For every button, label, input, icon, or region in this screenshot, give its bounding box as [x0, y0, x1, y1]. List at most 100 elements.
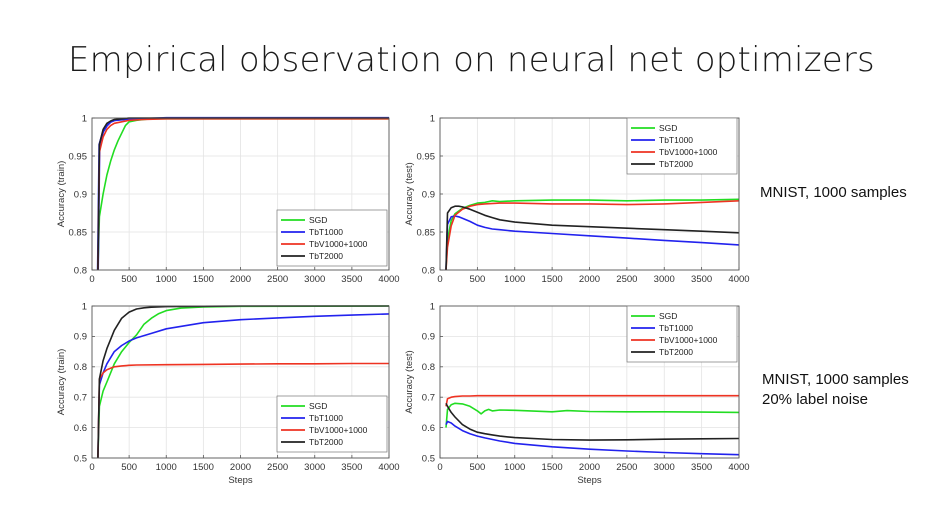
chart-p3-xtick-label-7: 3500 — [341, 462, 362, 473]
chart-p2-xtick-label-5: 2500 — [616, 274, 637, 285]
chart-p1-legend-label-tbt1000: TbT1000 — [309, 227, 343, 237]
chart-p3-xtick-label-8: 4000 — [378, 462, 399, 473]
chart-p4-series-tbt2000 — [445, 402, 740, 441]
chart-p2-xtick-label-6: 3000 — [654, 274, 675, 285]
chart-p3-legend-label-tbt1000: TbT1000 — [309, 413, 343, 423]
chart-p2-xtick-label-8: 4000 — [728, 274, 749, 285]
chart-p3-legend: SGD TbT1000 TbV1000+1000 TbT2000 — [276, 395, 388, 453]
chart-p3-xtick-label-2: 1000 — [156, 462, 177, 473]
chart-p4-series-tbt1000 — [445, 420, 740, 456]
chart-p1-ylabel: Accuracy (train) — [56, 161, 67, 228]
chart-p4-ytick-label-4: 0.9 — [422, 332, 435, 343]
chart-p3-legend-label-tbv1000-1000: TbV1000+1000 — [309, 425, 368, 435]
chart-p4-series-tbv1000-1000 — [445, 394, 739, 407]
chart-p3-series-tbv1000-1000 — [97, 362, 389, 459]
chart-p3-ytick-label-1: 0.6 — [74, 423, 87, 434]
chart-p2-xtick-label-2: 1000 — [504, 274, 525, 285]
slide-title: Empirical observation on neural net opti… — [68, 40, 875, 80]
chart-p1-legend: SGD TbT1000 TbV1000+1000 TbT2000 — [276, 209, 388, 267]
chart-p4-ytick-label-2: 0.7 — [422, 393, 435, 404]
chart-p1-xtick-label-1: 500 — [121, 274, 137, 285]
chart-p1-ytick-label-1: 0.85 — [69, 227, 88, 238]
chart-p2-legend-label-sgd: SGD — [659, 123, 677, 133]
chart-p2-ytick-label-2: 0.9 — [422, 189, 435, 200]
chart-p2-ylabel: Accuracy (test) — [404, 162, 415, 225]
chart-p4-ytick-label-1: 0.6 — [422, 423, 435, 434]
chart-p4-xlabel: Steps — [577, 475, 602, 486]
chart-p1-ytick-label-2: 0.9 — [74, 189, 87, 200]
chart-p1-series-tbv1000-1000 — [97, 118, 389, 271]
chart-p2-legend: SGD TbT1000 TbV1000+1000 TbT2000 — [626, 117, 738, 175]
chart-p4-xtick-label-0: 0 — [437, 462, 442, 473]
chart-p2-legend-label-tbt1000: TbT1000 — [659, 135, 693, 145]
chart-test-accuracy-clean: 0 500 1000 1500 2000 2500 3000 3500 4000 0.8 0.85 0… — [404, 113, 750, 285]
chart-p4-xtick-label-8: 4000 — [728, 462, 749, 473]
chart-p1-xtick-label-5: 2500 — [267, 274, 288, 285]
chart-p3-xtick-label-5: 2500 — [267, 462, 288, 473]
chart-p4-xtick-label-7: 3500 — [691, 462, 712, 473]
chart-p2-series-tbt2000 — [445, 205, 740, 271]
chart-p1-legend-label-sgd: SGD — [309, 215, 327, 225]
chart-p4-legend-label-tbv1000-1000: TbV1000+1000 — [659, 335, 718, 345]
chart-p1-xtick-label-8: 4000 — [378, 274, 399, 285]
chart-p1-legend-label-tbv1000-1000: TbV1000+1000 — [309, 239, 368, 249]
chart-p4-ytick-label-0: 0.5 — [422, 453, 435, 464]
chart-p2-legend-label-tbv1000-1000: TbV1000+1000 — [659, 147, 718, 157]
chart-p3-legend-label-sgd: SGD — [309, 401, 327, 411]
chart-p4-xtick-label-1: 500 — [469, 462, 485, 473]
chart-p4-xtick-label-6: 3000 — [654, 462, 675, 473]
chart-p3-series-sgd — [97, 305, 390, 459]
chart-p1-xtick-label-6: 3000 — [304, 274, 325, 285]
chart-p2-xtick-label-7: 3500 — [691, 274, 712, 285]
chart-p4-xtick-label-3: 1500 — [542, 462, 563, 473]
chart-p2-xtick-label-1: 500 — [469, 274, 485, 285]
chart-p4-ytick-label-5: 1 — [430, 301, 435, 312]
chart-p1-xtick-label-2: 1000 — [156, 274, 177, 285]
chart-p3-xtick-label-6: 3000 — [304, 462, 325, 473]
chart-p4-legend-label-tbt2000: TbT2000 — [659, 347, 693, 357]
chart-p2-xtick-label-4: 2000 — [579, 274, 600, 285]
chart-p3-legend-label-tbt2000: TbT2000 — [309, 437, 343, 447]
chart-p4-xtick-label-5: 2500 — [616, 462, 637, 473]
chart-p3-xtick-label-4: 2000 — [230, 462, 251, 473]
chart-p3-ytick-label-3: 0.8 — [74, 362, 87, 373]
chart-p1-ytick-label-3: 0.95 — [69, 151, 88, 162]
chart-test-accuracy-label-noise: 0 500 1000 1500 2000 2500 3000 3500 4000 0.5 0.6 0.… — [404, 301, 750, 486]
chart-p2-series-tbv1000-1000 — [445, 200, 740, 271]
chart-p4-ytick-label-3: 0.8 — [422, 362, 435, 373]
chart-p3-ytick-label-2: 0.7 — [74, 393, 87, 404]
chart-p1-xtick-label-4: 2000 — [230, 274, 251, 285]
chart-p3-ytick-label-4: 0.9 — [74, 332, 87, 343]
chart-p3-ylabel: Accuracy (train) — [56, 349, 67, 416]
chart-p2-ytick-label-4: 1 — [430, 113, 435, 124]
chart-train-accuracy-label-noise: 0 500 1000 1500 2000 2500 3000 3500 4000 0.5 0.6 0.… — [56, 301, 400, 486]
chart-p1-xtick-label-0: 0 — [89, 274, 94, 285]
chart-p2-ytick-label-0: 0.8 — [422, 265, 435, 276]
chart-p4-legend: SGD TbT1000 TbV1000+1000 TbT2000 — [626, 305, 738, 363]
note-mnist-noise: MNIST, 1000 samples 20% label noise — [762, 370, 909, 410]
chart-p1-xtick-label-7: 3500 — [341, 274, 362, 285]
note-mnist-clean-text: MNIST, 1000 samples — [760, 184, 907, 201]
chart-p1-ytick-label-4: 1 — [82, 113, 87, 124]
chart-p2-xtick-label-0: 0 — [437, 274, 442, 285]
note-mnist-noise-line2: 20% label noise — [762, 391, 868, 408]
chart-p2-legend-label-tbt2000: TbT2000 — [659, 159, 693, 169]
chart-p2-xtick-label-3: 1500 — [542, 274, 563, 285]
chart-p3-ytick-label-5: 1 — [82, 301, 87, 312]
chart-p4-legend-label-tbt1000: TbT1000 — [659, 323, 693, 333]
note-mnist-clean: MNIST, 1000 samples — [760, 183, 907, 203]
chart-p4-xtick-label-4: 2000 — [579, 462, 600, 473]
chart-p3-xtick-label-1: 500 — [121, 462, 137, 473]
chart-p1-ytick-label-0: 0.8 — [74, 265, 87, 276]
chart-p4-legend-label-sgd: SGD — [659, 311, 677, 321]
chart-p1-xtick-label-3: 1500 — [193, 274, 214, 285]
chart-p2-ytick-label-1: 0.85 — [417, 227, 436, 238]
chart-p4-ylabel: Accuracy (test) — [404, 350, 415, 413]
chart-p3-xtick-label-0: 0 — [89, 462, 94, 473]
chart-p3-xtick-label-3: 1500 — [193, 462, 214, 473]
chart-p3-ytick-label-0: 0.5 — [74, 453, 87, 464]
chart-train-accuracy-clean: 0 500 1000 1500 2000 2500 3000 3500 4000 0.8 0.85 0… — [56, 113, 400, 285]
chart-p3-series-tbt1000 — [97, 313, 390, 459]
chart-p3-xlabel: Steps — [228, 475, 253, 486]
chart-p2-ytick-label-3: 0.95 — [417, 151, 436, 162]
